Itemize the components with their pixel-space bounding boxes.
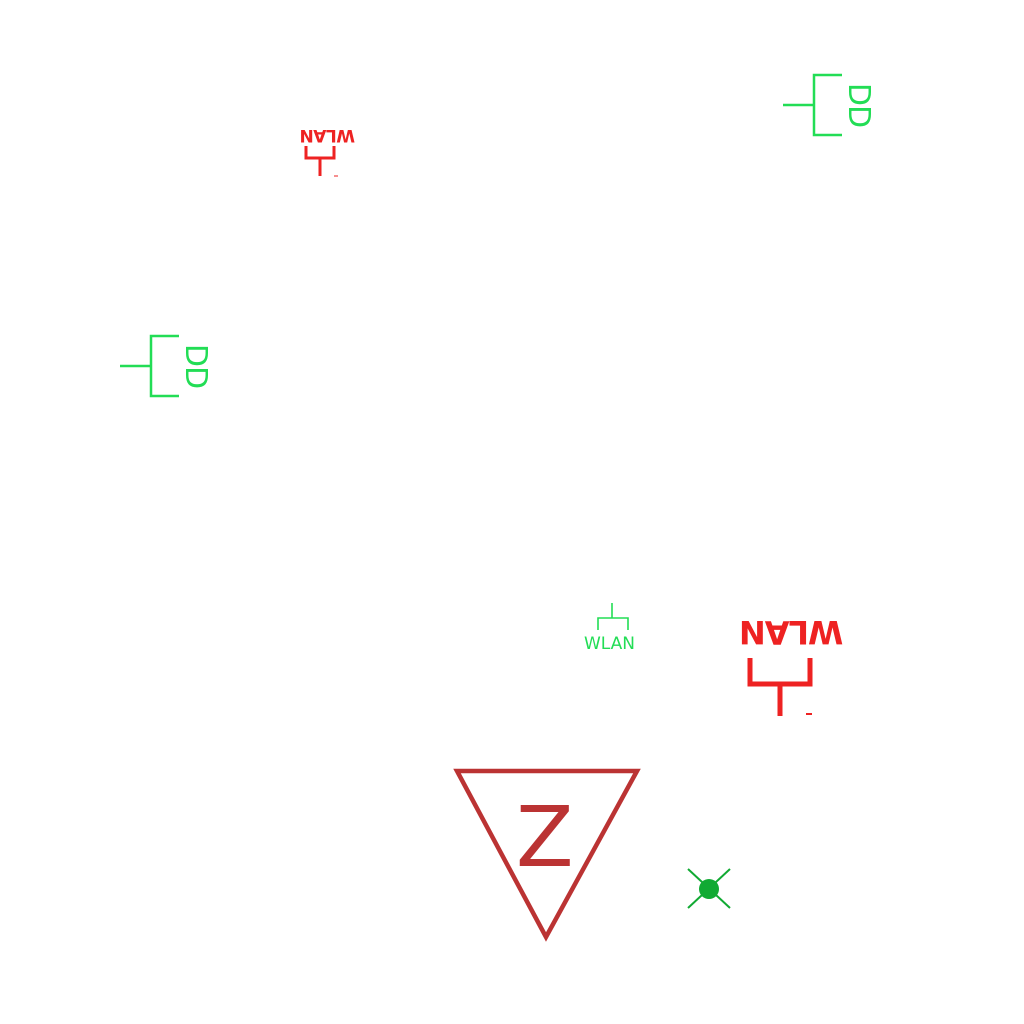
dd-green-top-right-symbol: DD (780, 70, 890, 142)
wlan-red-small-symbol: WLAN (298, 124, 354, 180)
wlan-green-small-symbol: WLAN (582, 600, 638, 656)
green-point-symbol (682, 864, 736, 914)
cross-point-icon (682, 864, 736, 914)
wlan-antenna-icon (738, 612, 842, 720)
wlan-antenna-icon (298, 124, 354, 180)
dd-green-left-label: DD (180, 344, 210, 388)
wlan-red-large-symbol: WLAN (738, 612, 842, 720)
z-triangle-symbol: Z (450, 765, 644, 945)
z-triangle-label: Z (516, 795, 574, 879)
wlan-green-small-label: WLAN (584, 636, 635, 653)
dd-green-left-symbol: DD (117, 331, 227, 403)
dd-green-top-right-label: DD (843, 83, 873, 127)
